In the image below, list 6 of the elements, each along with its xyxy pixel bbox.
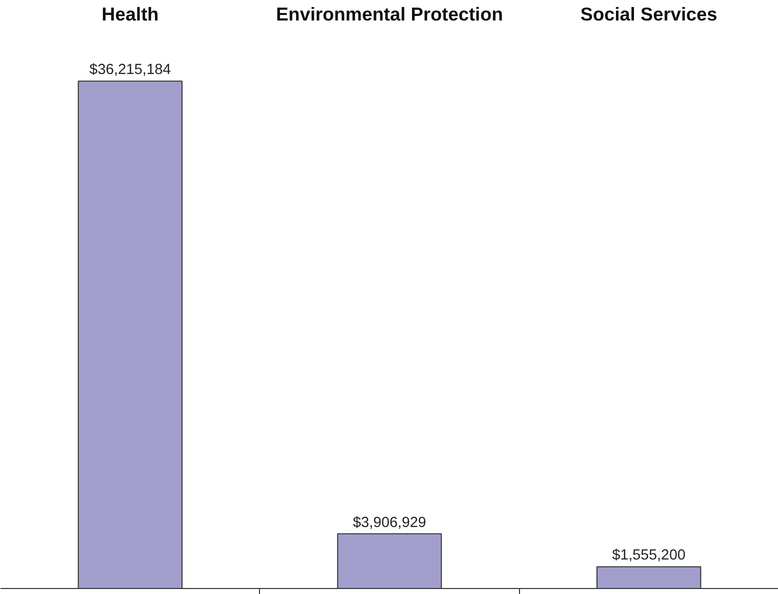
data-label: $3,906,929 bbox=[352, 514, 426, 531]
x-tick-label: Health bbox=[102, 4, 159, 24]
data-label: $1,555,200 bbox=[612, 548, 686, 564]
x-tick-label: Environmental Protection bbox=[276, 4, 504, 24]
x-tick-label: Social Services bbox=[580, 4, 718, 24]
data-label: $36,215,184 bbox=[89, 62, 171, 78]
